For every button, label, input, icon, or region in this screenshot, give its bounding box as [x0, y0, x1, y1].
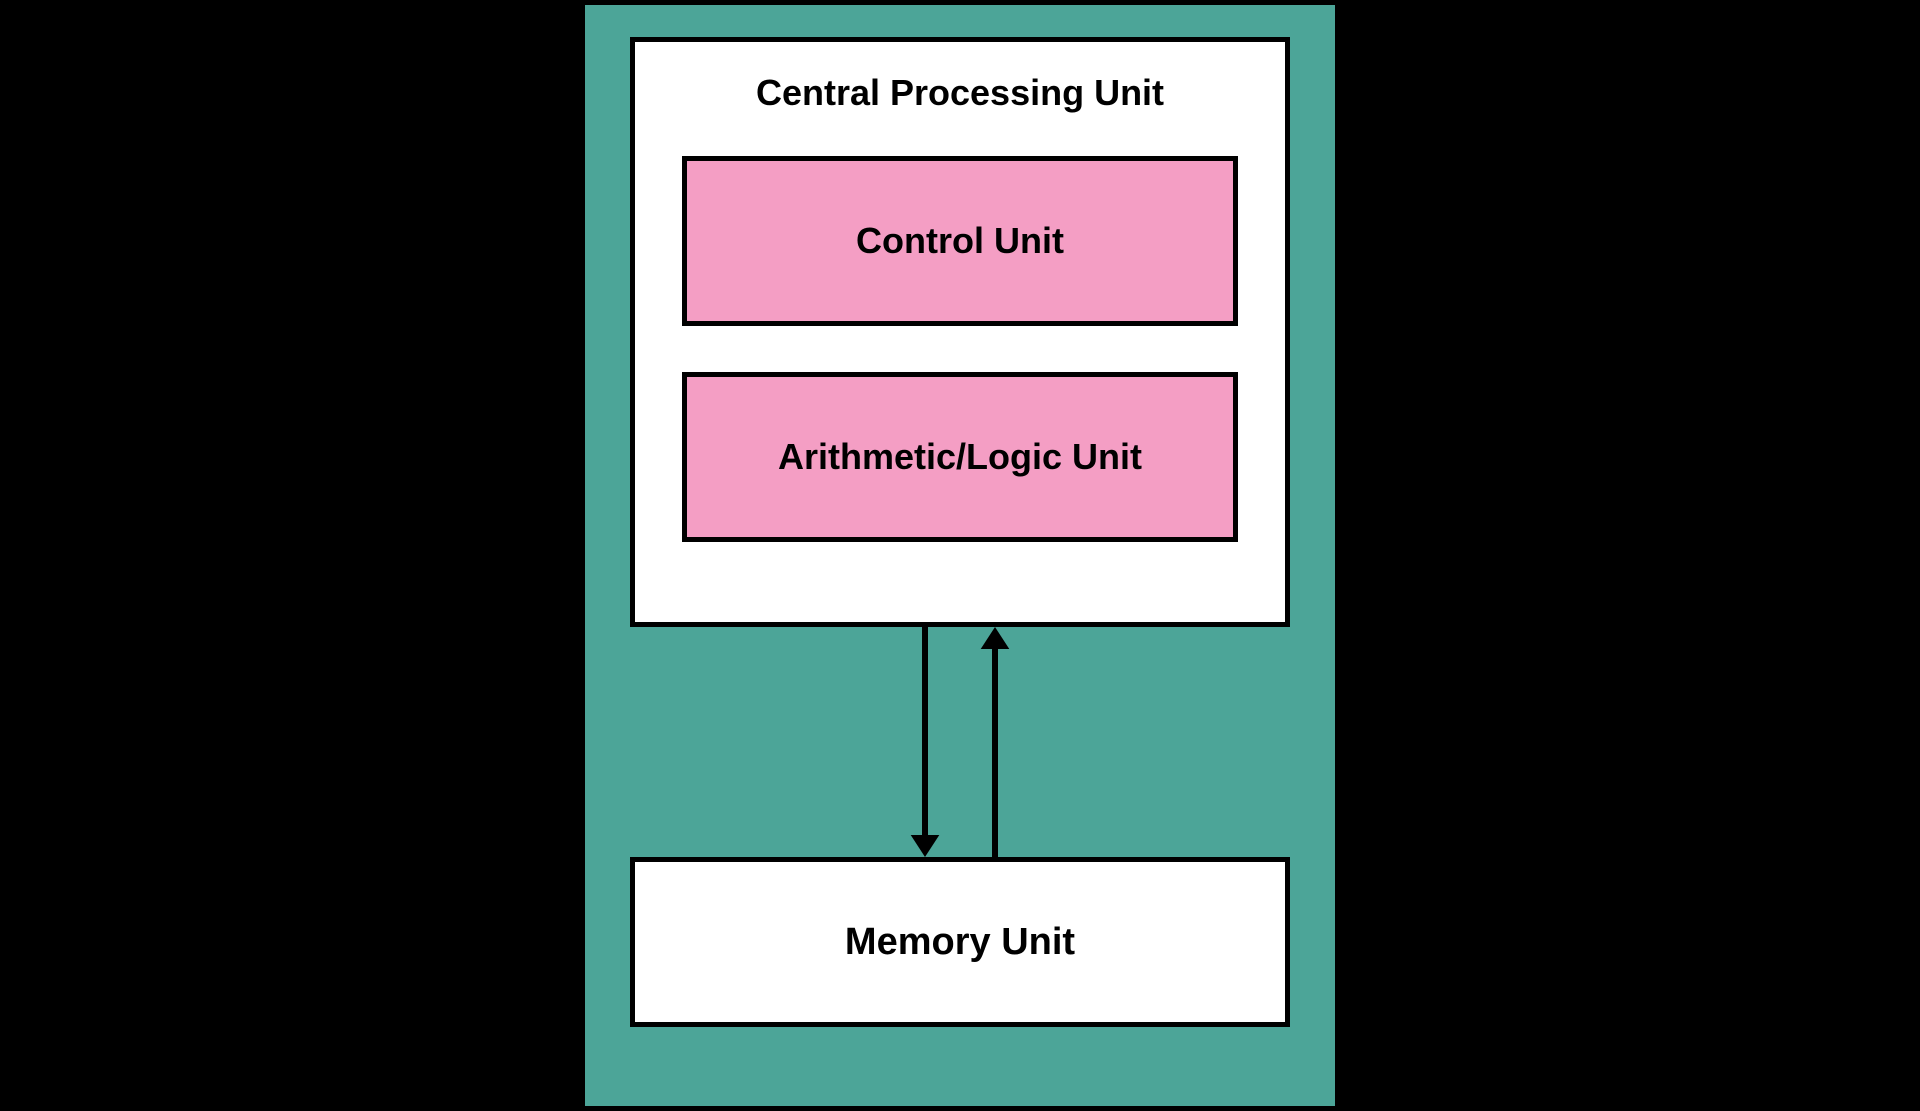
alu-unit-label: Arithmetic/Logic Unit: [778, 436, 1142, 478]
cpu-title: Central Processing Unit: [756, 72, 1164, 114]
alu-unit-box: Arithmetic/Logic Unit: [682, 372, 1238, 542]
control-unit-label: Control Unit: [856, 220, 1064, 262]
memory-unit-label: Memory Unit: [845, 921, 1075, 964]
cpu-box: Central Processing Unit Control Unit Ari…: [630, 37, 1290, 627]
bidirectional-arrow-icon: [860, 627, 1060, 857]
control-unit-box: Control Unit: [682, 156, 1238, 326]
cpu-diagram: Central Processing Unit Control Unit Ari…: [580, 0, 1340, 1111]
arrow-connector-area: [860, 627, 1060, 857]
diagram-outer-container: Central Processing Unit Control Unit Ari…: [580, 0, 1340, 1111]
memory-unit-box: Memory Unit: [630, 857, 1290, 1027]
